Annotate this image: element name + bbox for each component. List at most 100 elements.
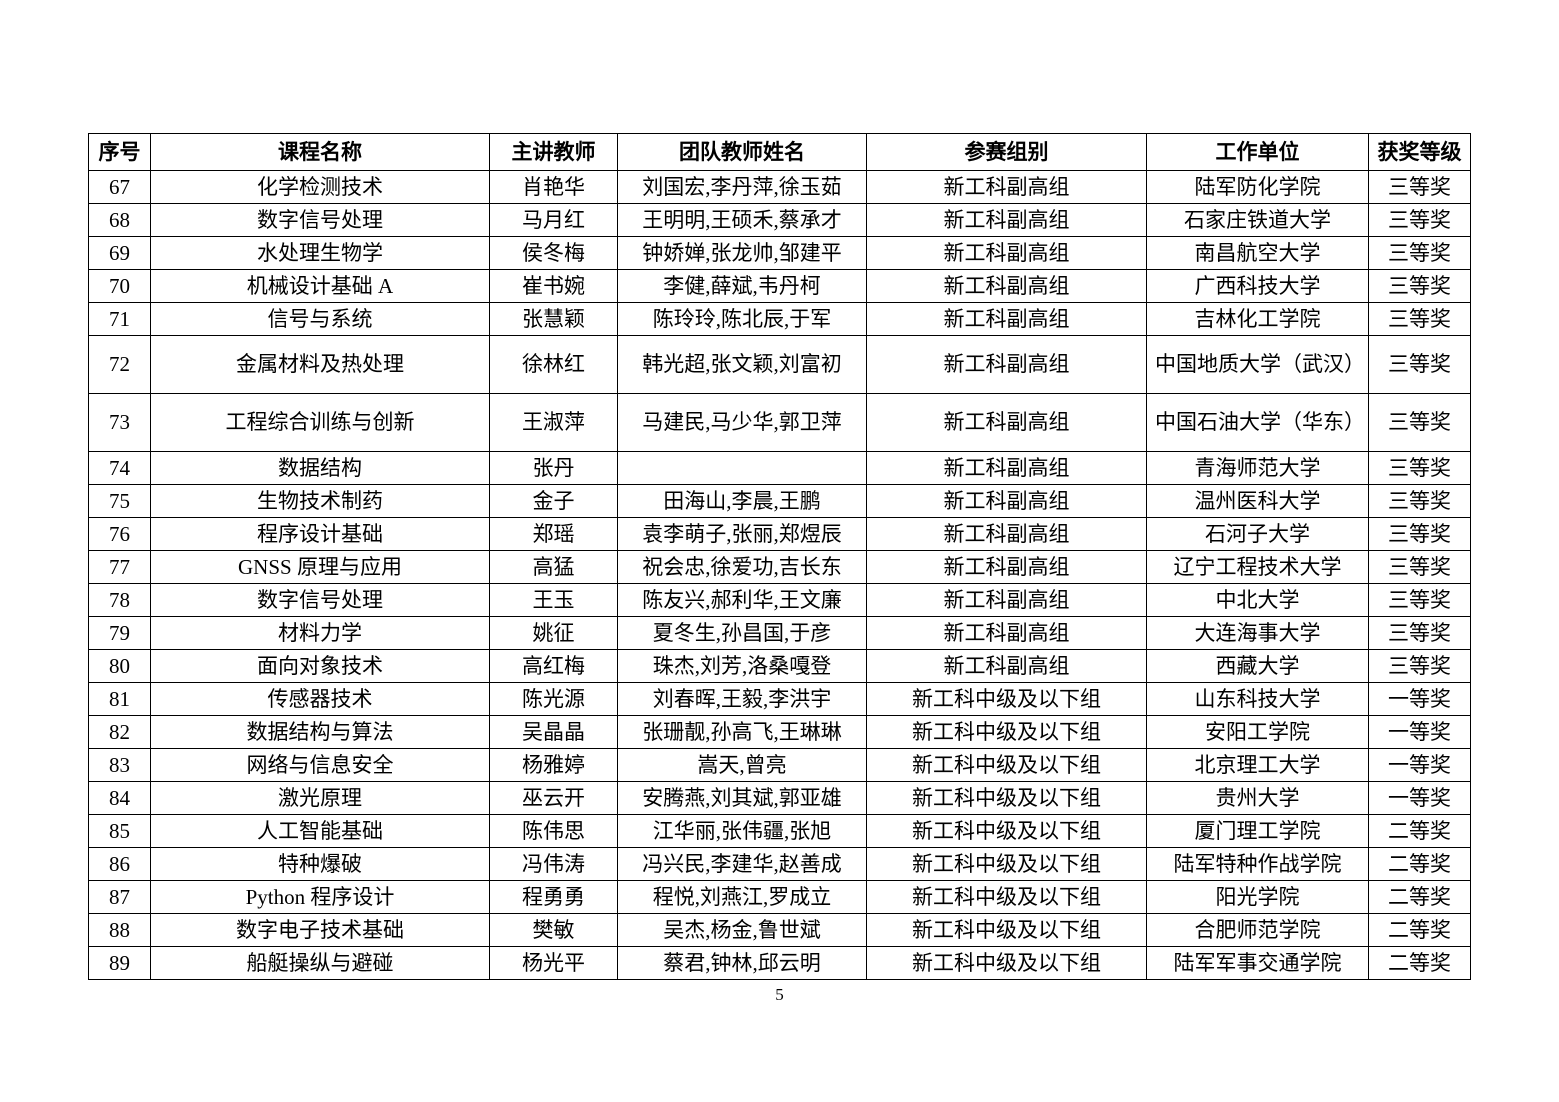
- cell-group: 新工科中级及以下组: [866, 781, 1147, 815]
- cell-award: 三等奖: [1368, 484, 1471, 518]
- cell-unit: 陆军防化学院: [1146, 170, 1369, 204]
- cell-group: 新工科副高组: [866, 517, 1147, 551]
- cell-award: 一等奖: [1368, 781, 1471, 815]
- cell-unit: 温州医科大学: [1146, 484, 1369, 518]
- cell-course: GNSS 原理与应用: [150, 550, 490, 584]
- table-row: 70 机械设计基础 A 崔书婉 李健,薛斌,韦丹柯 新工科副高组 广西科技大学 三等奖: [88, 269, 1471, 303]
- cell-teacher: 张慧颖: [489, 302, 618, 336]
- cell-teacher: 陈伟思: [489, 814, 618, 848]
- header-cell-no: 序号: [88, 133, 151, 171]
- page-number: 5: [775, 985, 784, 1004]
- cell-teacher: 吴晶晶: [489, 715, 618, 749]
- cell-group: 新工科副高组: [866, 616, 1147, 650]
- cell-unit: 安阳工学院: [1146, 715, 1369, 749]
- table-body: 67 化学检测技术 肖艳华 刘国宏,李丹萍,徐玉茹 新工科副高组 陆军防化学院 三等奖 68 数…: [88, 170, 1471, 980]
- cell-course: 网络与信息安全: [150, 748, 490, 782]
- cell-award: 一等奖: [1368, 682, 1471, 716]
- cell-no: 87: [88, 880, 151, 914]
- cell-teacher: 巫云开: [489, 781, 618, 815]
- cell-course: 程序设计基础: [150, 517, 490, 551]
- cell-course: 生物技术制药: [150, 484, 490, 518]
- cell-unit: 贵州大学: [1146, 781, 1369, 815]
- cell-group: 新工科副高组: [866, 393, 1147, 452]
- cell-unit: 陆军军事交通学院: [1146, 946, 1369, 980]
- cell-no: 84: [88, 781, 151, 815]
- cell-teacher: 杨雅婷: [489, 748, 618, 782]
- header-cell-award: 获奖等级: [1368, 133, 1471, 171]
- table-row: 67 化学检测技术 肖艳华 刘国宏,李丹萍,徐玉茹 新工科副高组 陆军防化学院 三等奖: [88, 170, 1471, 204]
- cell-team: 马建民,马少华,郭卫萍: [617, 393, 867, 452]
- cell-course: 材料力学: [150, 616, 490, 650]
- cell-team: 袁李萌子,张丽,郑煜辰: [617, 517, 867, 551]
- cell-team: 刘国宏,李丹萍,徐玉茹: [617, 170, 867, 204]
- cell-group: 新工科中级及以下组: [866, 880, 1147, 914]
- table-row: 71 信号与系统 张慧颖 陈玲玲,陈北辰,于军 新工科副高组 吉林化工学院 三等奖: [88, 302, 1471, 336]
- cell-no: 79: [88, 616, 151, 650]
- table-row: 84 激光原理 巫云开 安腾燕,刘其斌,郭亚雄 新工科中级及以下组 贵州大学 一等奖: [88, 781, 1471, 815]
- cell-group: 新工科中级及以下组: [866, 814, 1147, 848]
- cell-unit: 中北大学: [1146, 583, 1369, 617]
- cell-award: 三等奖: [1368, 335, 1471, 394]
- cell-no: 68: [88, 203, 151, 237]
- cell-teacher: 杨光平: [489, 946, 618, 980]
- cell-no: 82: [88, 715, 151, 749]
- cell-award: 三等奖: [1368, 203, 1471, 237]
- cell-team: 陈玲玲,陈北辰,于军: [617, 302, 867, 336]
- cell-teacher: 冯伟涛: [489, 847, 618, 881]
- cell-award: 三等奖: [1368, 236, 1471, 270]
- cell-award: 二等奖: [1368, 913, 1471, 947]
- cell-teacher: 马月红: [489, 203, 618, 237]
- cell-team: 蔡君,钟林,邱云明: [617, 946, 867, 980]
- cell-group: 新工科副高组: [866, 484, 1147, 518]
- table-row: 74 数据结构 张丹 新工科副高组 青海师范大学 三等奖: [88, 451, 1471, 485]
- header-cell-course: 课程名称: [150, 133, 490, 171]
- table-row: 69 水处理生物学 侯冬梅 钟娇婵,张龙帅,邹建平 新工科副高组 南昌航空大学 三等奖: [88, 236, 1471, 270]
- cell-unit: 青海师范大学: [1146, 451, 1369, 485]
- cell-teacher: 姚征: [489, 616, 618, 650]
- table-row: 73 工程综合训练与创新 王淑萍 马建民,马少华,郭卫萍 新工科副高组 中国石油大学（华东…: [88, 393, 1471, 452]
- cell-group: 新工科副高组: [866, 649, 1147, 683]
- cell-no: 73: [88, 393, 151, 452]
- cell-group: 新工科中级及以下组: [866, 748, 1147, 782]
- cell-course: 激光原理: [150, 781, 490, 815]
- cell-group: 新工科副高组: [866, 269, 1147, 303]
- cell-course: 信号与系统: [150, 302, 490, 336]
- cell-course: 水处理生物学: [150, 236, 490, 270]
- cell-teacher: 陈光源: [489, 682, 618, 716]
- table-row: 86 特种爆破 冯伟涛 冯兴民,李建华,赵善成 新工科中级及以下组 陆军特种作战学院 二等奖: [88, 847, 1471, 881]
- cell-teacher: 程勇勇: [489, 880, 618, 914]
- table-header-row: 序号 课程名称 主讲教师 团队教师姓名 参赛组别 工作单位 获奖等级: [88, 133, 1471, 171]
- cell-course: 数字电子技术基础: [150, 913, 490, 947]
- cell-unit: 南昌航空大学: [1146, 236, 1369, 270]
- cell-course: 面向对象技术: [150, 649, 490, 683]
- table-row: 89 船艇操纵与避碰 杨光平 蔡君,钟林,邱云明 新工科中级及以下组 陆军军事交通学院 二等…: [88, 946, 1471, 980]
- cell-no: 76: [88, 517, 151, 551]
- cell-team: 程悦,刘燕江,罗成立: [617, 880, 867, 914]
- cell-group: 新工科中级及以下组: [866, 715, 1147, 749]
- cell-group: 新工科中级及以下组: [866, 946, 1147, 980]
- cell-award: 三等奖: [1368, 583, 1471, 617]
- cell-unit: 合肥师范学院: [1146, 913, 1369, 947]
- table-row: 82 数据结构与算法 吴晶晶 张珊靓,孙高飞,王琳琳 新工科中级及以下组 安阳工学院 一等奖: [88, 715, 1471, 749]
- cell-team: 夏冬生,孙昌国,于彦: [617, 616, 867, 650]
- cell-teacher: 王淑萍: [489, 393, 618, 452]
- cell-course: 数字信号处理: [150, 203, 490, 237]
- cell-no: 83: [88, 748, 151, 782]
- cell-unit: 吉林化工学院: [1146, 302, 1369, 336]
- cell-group: 新工科副高组: [866, 583, 1147, 617]
- cell-teacher: 王玉: [489, 583, 618, 617]
- cell-teacher: 高猛: [489, 550, 618, 584]
- cell-team: 陈友兴,郝利华,王文廉: [617, 583, 867, 617]
- cell-course: Python 程序设计: [150, 880, 490, 914]
- table-row: 68 数字信号处理 马月红 王明明,王硕禾,蔡承才 新工科副高组 石家庄铁道大学 三等奖: [88, 203, 1471, 237]
- table-row: 76 程序设计基础 郑瑶 袁李萌子,张丽,郑煜辰 新工科副高组 石河子大学 三等奖: [88, 517, 1471, 551]
- cell-no: 70: [88, 269, 151, 303]
- cell-team: 张珊靓,孙高飞,王琳琳: [617, 715, 867, 749]
- cell-unit: 中国石油大学（华东）: [1146, 393, 1369, 452]
- cell-group: 新工科中级及以下组: [866, 847, 1147, 881]
- cell-award: 三等奖: [1368, 451, 1471, 485]
- cell-team: 田海山,李晨,王鹏: [617, 484, 867, 518]
- table-row: 79 材料力学 姚征 夏冬生,孙昌国,于彦 新工科副高组 大连海事大学 三等奖: [88, 616, 1471, 650]
- cell-unit: 山东科技大学: [1146, 682, 1369, 716]
- table-row: 87 Python 程序设计 程勇勇 程悦,刘燕江,罗成立 新工科中级及以下组 阳光学院二…: [88, 880, 1471, 914]
